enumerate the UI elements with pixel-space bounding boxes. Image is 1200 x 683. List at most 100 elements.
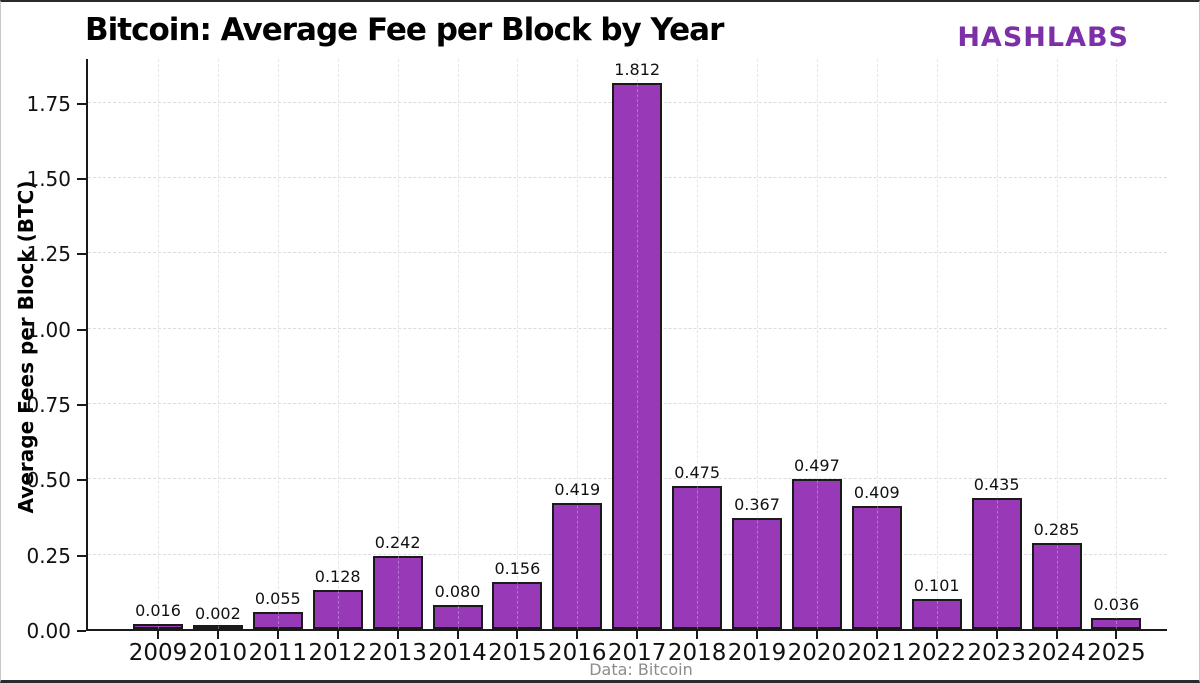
bar-value-label: 1.812 bbox=[614, 60, 661, 80]
bar-value-label: 0.128 bbox=[314, 567, 361, 587]
bar bbox=[192, 625, 243, 629]
grid-line-vertical bbox=[996, 59, 998, 629]
y-tick-label: 1.75 bbox=[26, 91, 71, 116]
grid-line-vertical bbox=[577, 59, 579, 629]
bar-value-label: 0.409 bbox=[853, 482, 900, 502]
x-tick-mark bbox=[995, 631, 998, 639]
y-tick-mark bbox=[77, 554, 86, 557]
x-tick-label: 2010 bbox=[188, 640, 248, 666]
chart-title: Bitcoin: Average Fee per Block by Year bbox=[85, 12, 724, 48]
grid-line-vertical-overlay bbox=[457, 59, 459, 629]
y-tick-label: 0.25 bbox=[26, 543, 71, 568]
bar-value-label: 0.285 bbox=[1033, 520, 1080, 540]
y-tick-mark bbox=[77, 178, 86, 181]
x-tick-mark bbox=[875, 631, 878, 639]
bar-value-label: 0.242 bbox=[374, 533, 421, 553]
x-tick-label: 2013 bbox=[368, 640, 427, 666]
bar-value-label: 0.497 bbox=[793, 456, 840, 476]
x-tick-label: 2018 bbox=[667, 640, 727, 666]
y-tick-label: 1.25 bbox=[26, 242, 71, 267]
grid-line-vertical bbox=[337, 59, 339, 629]
bar bbox=[612, 83, 663, 629]
x-tick-mark bbox=[216, 631, 219, 639]
y-tick-mark bbox=[77, 630, 86, 632]
grid-line-vertical bbox=[697, 59, 699, 629]
x-tick-label: 2024 bbox=[1027, 640, 1086, 666]
grid-line-vertical-overlay bbox=[876, 59, 878, 629]
x-tick-label: 2022 bbox=[907, 640, 966, 666]
x-tick-mark bbox=[276, 631, 279, 639]
bar-value-label: 0.002 bbox=[194, 604, 241, 623]
x-tick-label: 2021 bbox=[847, 640, 907, 666]
bar bbox=[1091, 618, 1142, 629]
grid-line-vertical bbox=[457, 59, 459, 629]
grid-line-vertical-overlay bbox=[637, 59, 639, 629]
bar-value-label: 0.367 bbox=[734, 495, 780, 515]
bar bbox=[971, 497, 1022, 629]
x-tick-label: 2025 bbox=[1087, 640, 1146, 666]
bar-value-label: 0.101 bbox=[913, 575, 960, 595]
bar bbox=[672, 485, 723, 629]
bar bbox=[791, 479, 842, 629]
bar bbox=[312, 590, 363, 629]
grid-line-vertical bbox=[876, 59, 878, 629]
grid-line-vertical-overlay bbox=[158, 59, 159, 629]
grid-line-vertical bbox=[158, 59, 159, 629]
grid-line-vertical bbox=[816, 59, 818, 629]
grid-line-vertical bbox=[1116, 59, 1118, 629]
bar-value-label: 0.080 bbox=[434, 581, 481, 601]
bar-value-label: 0.435 bbox=[973, 474, 1020, 494]
bar-value-label: 0.036 bbox=[1093, 595, 1140, 615]
grid-line-vertical-overlay bbox=[217, 59, 219, 629]
brand-logo: HASHLABS bbox=[957, 22, 1129, 53]
bar bbox=[252, 612, 303, 629]
x-tick-mark bbox=[696, 631, 699, 639]
grid-line-vertical-overlay bbox=[277, 59, 279, 629]
grid-line-vertical-overlay bbox=[816, 59, 818, 629]
grid-line-vertical-overlay bbox=[1116, 59, 1118, 629]
grid-line-vertical bbox=[397, 59, 399, 629]
x-tick-mark bbox=[935, 631, 938, 639]
grid-line-vertical bbox=[757, 59, 758, 629]
grid-line-vertical-overlay bbox=[577, 59, 579, 629]
bar-value-label: 0.475 bbox=[674, 462, 720, 482]
grid-line-vertical bbox=[277, 59, 279, 629]
x-tick-label: 2012 bbox=[308, 640, 367, 666]
x-tick-label: 2019 bbox=[727, 640, 787, 666]
x-tick-label: 2017 bbox=[607, 640, 667, 666]
x-tick-mark bbox=[815, 631, 818, 639]
x-tick-mark bbox=[1115, 631, 1118, 639]
grid-line-vertical bbox=[517, 59, 519, 629]
x-tick-label: 2020 bbox=[787, 640, 847, 666]
x-tick-mark bbox=[456, 631, 459, 639]
x-tick-label: 2016 bbox=[548, 640, 607, 666]
bar bbox=[911, 598, 962, 629]
x-tick-mark bbox=[336, 631, 339, 639]
x-tick-mark bbox=[157, 631, 159, 639]
x-tick-label: 2014 bbox=[428, 640, 487, 666]
grid-line-vertical-overlay bbox=[936, 59, 938, 629]
bar-value-label: 0.016 bbox=[135, 601, 181, 621]
x-tick-mark bbox=[396, 631, 399, 639]
grid-line-vertical-overlay bbox=[697, 59, 699, 629]
y-tick-mark bbox=[77, 404, 86, 407]
y-tick-label: 1.50 bbox=[26, 167, 71, 192]
y-tick-label: 0.00 bbox=[26, 619, 71, 643]
bar bbox=[372, 556, 423, 629]
y-tick-mark bbox=[77, 479, 86, 482]
x-tick-label: 2015 bbox=[488, 640, 547, 666]
y-tick-label: 0.75 bbox=[26, 393, 71, 418]
grid-line-vertical-overlay bbox=[517, 59, 519, 629]
bar bbox=[851, 505, 902, 629]
bar bbox=[432, 604, 483, 629]
y-tick-label: 1.00 bbox=[26, 317, 71, 342]
bar bbox=[1031, 543, 1082, 629]
bar-value-label: 0.156 bbox=[494, 559, 541, 578]
plot-area: 0.016 0.002 0.055 0.128 0.242 0.080 0.156 0.419… bbox=[86, 59, 1167, 631]
grid-line-vertical-overlay bbox=[996, 59, 998, 629]
grid-line-vertical bbox=[1056, 59, 1058, 629]
bar bbox=[492, 582, 543, 629]
x-tick-label: 2023 bbox=[967, 640, 1026, 666]
x-tick-label: 2009 bbox=[128, 640, 188, 666]
